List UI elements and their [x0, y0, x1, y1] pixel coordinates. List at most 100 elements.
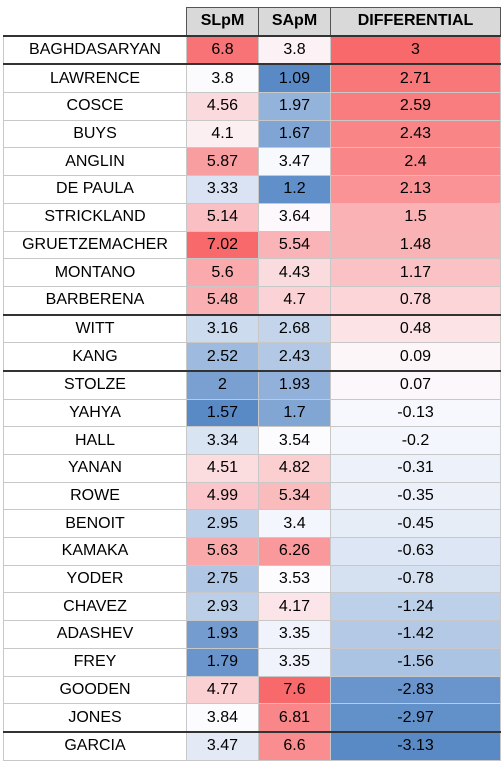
slpm-cell: 3.16 — [186, 314, 259, 344]
table-row: KANG 2.52 2.43 0.09 — [3, 342, 501, 372]
fighter-name-cell: GRUETZEMACHER — [3, 230, 187, 260]
differential-cell: 0.07 — [330, 370, 501, 400]
differential-cell: 1.5 — [330, 202, 501, 232]
table-row: BENOIT 2.95 3.4 -0.45 — [3, 509, 501, 539]
fighter-name-cell: STOLZE — [3, 370, 187, 400]
table-row: DE PAULA 3.33 1.2 2.13 — [3, 175, 501, 204]
slpm-cell: 5.87 — [186, 147, 259, 177]
slpm-cell: 2.95 — [186, 509, 259, 539]
table-row: ADASHEV 1.93 3.35 -1.42 — [3, 620, 501, 649]
differential-cell: 2.13 — [330, 175, 501, 204]
differential-cell: -0.45 — [330, 509, 501, 539]
sapm-cell: 1.67 — [258, 119, 331, 149]
fighter-name-cell: KANG — [3, 342, 187, 372]
fighter-name-cell: DE PAULA — [3, 175, 187, 204]
sapm-cell: 5.54 — [258, 230, 331, 260]
fighter-name-cell: COSCE — [3, 92, 187, 121]
sapm-cell: 2.68 — [258, 314, 331, 344]
table-row: GOODEN 4.77 7.6 -2.83 — [3, 675, 501, 705]
table-row: HALL 3.34 3.54 -0.2 — [3, 426, 501, 455]
fighter-name-cell: KAMAKA — [3, 537, 187, 566]
table-row: BAGHDASARYAN 6.8 3.8 3 — [3, 34, 501, 66]
sapm-cell: 6.6 — [258, 731, 331, 761]
table-row: ANGLIN 5.87 3.47 2.4 — [3, 147, 501, 177]
table-row: YAHYA 1.57 1.7 -0.13 — [3, 398, 501, 428]
header-slpm: SLpM — [186, 6, 259, 37]
header-differential: DIFFERENTIAL — [330, 6, 501, 37]
differential-cell: 2.59 — [330, 92, 501, 121]
differential-cell: -3.13 — [330, 731, 501, 761]
sapm-cell: 3.64 — [258, 202, 331, 232]
table-row: BARBERENA 5.48 4.7 0.78 — [3, 285, 501, 316]
fighter-name-cell: YAHYA — [3, 398, 187, 428]
table-row: COSCE 4.56 1.97 2.59 — [3, 92, 501, 121]
table-row: LAWRENCE 3.8 1.09 2.71 — [3, 63, 501, 94]
slpm-cell: 2.75 — [186, 564, 259, 594]
sapm-cell: 4.17 — [258, 592, 331, 622]
differential-cell: 1.48 — [330, 230, 501, 260]
header-row: SLpM SApM DIFFERENTIAL — [3, 6, 501, 37]
sapm-cell: 2.43 — [258, 342, 331, 372]
slpm-cell: 1.93 — [186, 620, 259, 649]
sapm-cell: 1.93 — [258, 370, 331, 400]
differential-cell: 2.4 — [330, 147, 501, 177]
differential-cell: -1.24 — [330, 592, 501, 622]
fighter-name-cell: BUYS — [3, 119, 187, 149]
slpm-cell: 3.33 — [186, 175, 259, 204]
table-row: WITT 3.16 2.68 0.48 — [3, 314, 501, 344]
sapm-cell: 3.54 — [258, 426, 331, 455]
slpm-cell: 5.14 — [186, 202, 259, 232]
slpm-cell: 2.93 — [186, 592, 259, 622]
differential-cell: 0.78 — [330, 285, 501, 316]
table-row: STOLZE 2 1.93 0.07 — [3, 370, 501, 400]
header-sapm: SApM — [258, 6, 331, 37]
fighter-name-cell: BARBERENA — [3, 285, 187, 316]
table-body: BAGHDASARYAN 6.8 3.8 3 LAWRENCE 3.8 1.09 2.71 CO… — [3, 34, 501, 761]
slpm-cell: 3.47 — [186, 731, 259, 761]
sapm-cell: 3.47 — [258, 147, 331, 177]
table-row: MONTANO 5.6 4.43 1.17 — [3, 258, 501, 287]
differential-cell: -2.97 — [330, 703, 501, 733]
fighter-name-cell: ADASHEV — [3, 620, 187, 649]
table-row: CHAVEZ 2.93 4.17 -1.24 — [3, 592, 501, 622]
slpm-cell: 4.1 — [186, 119, 259, 149]
sapm-cell: 1.97 — [258, 92, 331, 121]
sapm-cell: 1.7 — [258, 398, 331, 428]
table-row: KAMAKA 5.63 6.26 -0.63 — [3, 537, 501, 566]
differential-cell: 1.17 — [330, 258, 501, 287]
differential-cell: -0.13 — [330, 398, 501, 428]
differential-cell: 0.48 — [330, 314, 501, 344]
table-row: YODER 2.75 3.53 -0.78 — [3, 564, 501, 594]
slpm-cell: 7.02 — [186, 230, 259, 260]
differential-cell: 3 — [330, 34, 501, 66]
fighter-name-cell: BENOIT — [3, 509, 187, 539]
slpm-cell: 3.84 — [186, 703, 259, 733]
slpm-cell: 2.52 — [186, 342, 259, 372]
differential-cell: -0.31 — [330, 454, 501, 483]
differential-cell: 2.71 — [330, 63, 501, 94]
table-row: GRUETZEMACHER 7.02 5.54 1.48 — [3, 230, 501, 260]
slpm-cell: 3.34 — [186, 426, 259, 455]
slpm-cell: 2 — [186, 370, 259, 400]
table-row: GARCIA 3.47 6.6 -3.13 — [3, 731, 501, 761]
fighter-name-cell: ANGLIN — [3, 147, 187, 177]
sapm-cell: 3.4 — [258, 509, 331, 539]
table-row: JONES 3.84 6.81 -2.97 — [3, 703, 501, 733]
sapm-cell: 3.35 — [258, 620, 331, 649]
slpm-cell: 5.6 — [186, 258, 259, 287]
slpm-cell: 5.48 — [186, 285, 259, 316]
table-row: YANAN 4.51 4.82 -0.31 — [3, 454, 501, 483]
slpm-cell: 6.8 — [186, 34, 259, 66]
fighter-name-cell: FREY — [3, 647, 187, 677]
table-row: BUYS 4.1 1.67 2.43 — [3, 119, 501, 149]
sapm-cell: 3.8 — [258, 34, 331, 66]
sapm-cell: 1.09 — [258, 63, 331, 94]
slpm-cell: 3.8 — [186, 63, 259, 94]
fighter-name-cell: WITT — [3, 314, 187, 344]
table-row: STRICKLAND 5.14 3.64 1.5 — [3, 202, 501, 232]
sapm-cell: 4.7 — [258, 285, 331, 316]
slpm-cell: 4.51 — [186, 454, 259, 483]
differential-cell: -0.2 — [330, 426, 501, 455]
fighter-name-cell: BAGHDASARYAN — [3, 34, 187, 66]
differential-cell: -0.35 — [330, 481, 501, 511]
